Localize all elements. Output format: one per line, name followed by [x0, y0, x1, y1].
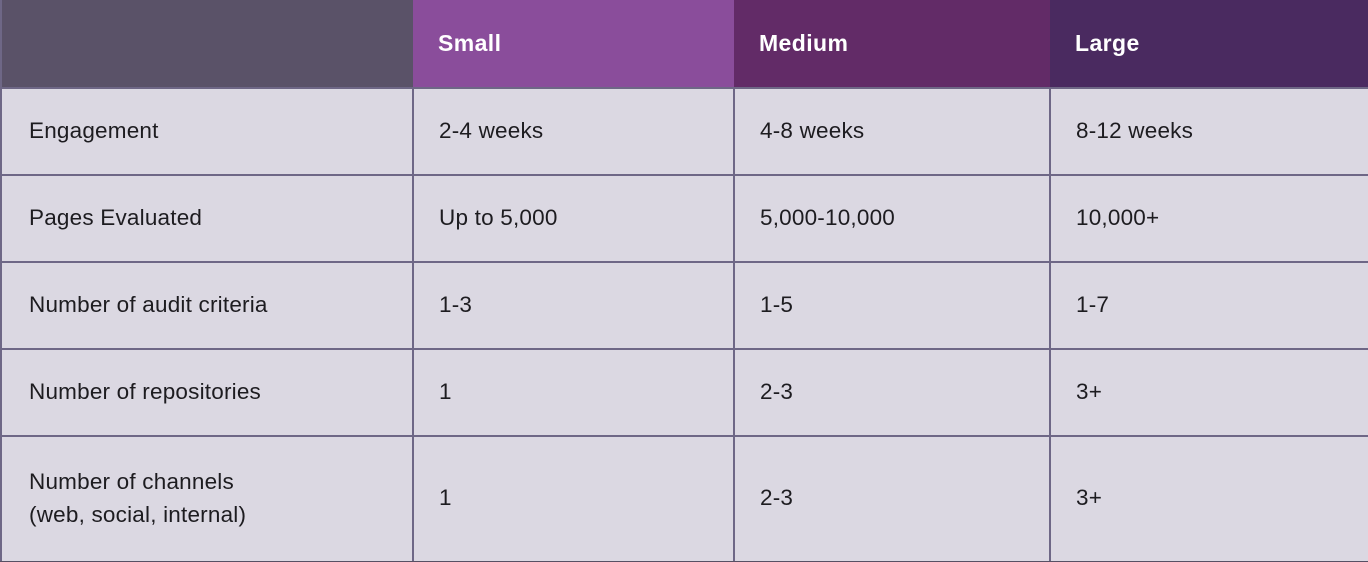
cell-value: Up to 5,000 — [412, 174, 735, 263]
header-corner-cell — [1, 0, 413, 88]
row-label: Pages Evaluated — [0, 174, 414, 263]
cell-value: 1-7 — [1049, 261, 1368, 350]
row-label: Number of repositories — [0, 348, 414, 437]
table-row-channels: Number of channels (web, social, interna… — [0, 435, 1368, 562]
cell-value: 3+ — [1049, 435, 1368, 562]
row-label: Number of channels (web, social, interna… — [0, 435, 414, 562]
cell-value: 2-3 — [733, 348, 1051, 437]
cell-value: 2-4 weeks — [412, 87, 735, 176]
cell-value: 2-3 — [733, 435, 1051, 562]
table-row-audit-criteria: Number of audit criteria 1-3 1-5 1-7 — [0, 261, 1368, 350]
table-row-pages-evaluated: Pages Evaluated Up to 5,000 5,000-10,000… — [0, 174, 1368, 263]
cell-value: 1 — [412, 348, 735, 437]
cell-value: 1-3 — [412, 261, 735, 350]
cell-value: 4-8 weeks — [733, 87, 1051, 176]
cell-value: 10,000+ — [1049, 174, 1368, 263]
table-row-repositories: Number of repositories 1 2-3 3+ — [0, 348, 1368, 437]
cell-value: 8-12 weeks — [1049, 87, 1368, 176]
header-cell-small: Small — [413, 0, 734, 88]
cell-value: 5,000-10,000 — [733, 174, 1051, 263]
cell-value: 3+ — [1049, 348, 1368, 437]
row-label: Engagement — [0, 87, 414, 176]
table-row-engagement: Engagement 2-4 weeks 4-8 weeks 8-12 week… — [0, 87, 1368, 176]
row-label: Number of audit criteria — [0, 261, 414, 350]
header-cell-medium: Medium — [734, 0, 1050, 88]
header-row: Small Medium Large — [1, 0, 1368, 88]
cell-value: 1 — [412, 435, 735, 562]
cell-value: 1-5 — [733, 261, 1051, 350]
header-cell-large: Large — [1050, 0, 1368, 88]
